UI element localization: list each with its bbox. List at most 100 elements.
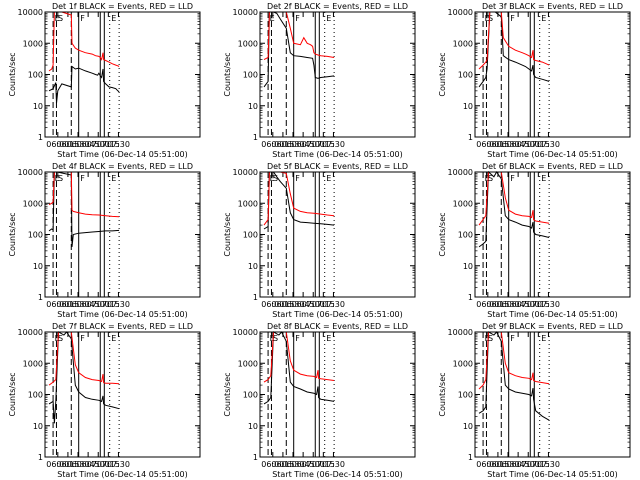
- x-tick-label: 07:30: [322, 140, 345, 149]
- y-axis-label: Counts/sec: [438, 372, 447, 416]
- y-tick-label: 1: [253, 453, 258, 462]
- x-tick-label: 06:15: [271, 140, 294, 149]
- event-marker-label: E: [326, 14, 331, 23]
- panel-title: Det 1f BLACK = Events, RED = LLD: [52, 2, 193, 11]
- y-tick-label: 1000: [453, 39, 473, 48]
- event-marker-label: E: [326, 334, 331, 343]
- x-tick-label: 06:15: [486, 300, 509, 309]
- panel-6: Det 6f BLACK = Events, RED = LLD 1 10 100 10…: [438, 162, 631, 319]
- y-tick-label: 100: [458, 231, 473, 240]
- panel-1: Det 1f BLACK = Events, RED = LLD 1 10 100 10…: [8, 2, 201, 159]
- x-tick-label: 06:15: [271, 460, 294, 469]
- plot-frame: [474, 171, 631, 298]
- y-tick-label: 1: [468, 453, 473, 462]
- panel-title: Det 3f BLACK = Events, RED = LLD: [482, 2, 623, 11]
- event-marker-label: E: [55, 14, 60, 23]
- event-marker-label: E: [326, 174, 331, 183]
- y-tick-label: 1000: [453, 199, 473, 208]
- x-tick-label: 07:00: [87, 300, 110, 309]
- x-tick-label: 06:30: [496, 460, 519, 469]
- event-marker-label: E: [111, 14, 116, 23]
- y-tick-label: 10000: [448, 8, 473, 17]
- x-axis-label: Start Time (06-Dec-14 05:51:00): [487, 470, 618, 479]
- series-events-line: [48, 65, 120, 104]
- plot-frame: [44, 171, 201, 298]
- x-tick-label: 07:15: [527, 300, 550, 309]
- x-tick-label: 06:00: [46, 140, 69, 149]
- series-lld-line: [48, 171, 120, 218]
- event-marker-label: S: [273, 174, 278, 183]
- event-marker-label: S: [273, 334, 278, 343]
- plot-frame: [44, 331, 201, 458]
- event-marker-label: E: [55, 174, 60, 183]
- y-tick-label: 1: [253, 133, 258, 142]
- event-marker-label: E: [270, 14, 275, 23]
- y-tick-label: 10: [33, 262, 43, 271]
- x-tick-label: 07:15: [312, 460, 335, 469]
- y-tick-label: 10000: [18, 168, 43, 177]
- event-marker-label: E: [541, 14, 546, 23]
- panel-title: Det 9f BLACK = Events, RED = LLD: [482, 322, 623, 331]
- x-tick-label: 06:45: [292, 140, 315, 149]
- event-marker-label: F: [510, 174, 515, 183]
- plot-frame: [474, 11, 631, 138]
- y-tick-label: 1000: [453, 359, 473, 368]
- y-tick-label: 10000: [18, 8, 43, 17]
- panel-8: Det 8f BLACK = Events, RED = LLD 1 10 100 10…: [223, 322, 416, 479]
- x-tick-label: 07:30: [107, 300, 130, 309]
- y-axis-label: Counts/sec: [8, 52, 17, 96]
- x-tick-label: 06:00: [476, 460, 499, 469]
- series-events-line: [263, 11, 335, 88]
- y-tick-label: 1: [38, 453, 43, 462]
- x-axis-label: Start Time (06-Dec-14 05:51:00): [57, 150, 188, 159]
- event-marker-label: E: [111, 174, 116, 183]
- x-tick-label: 06:00: [261, 140, 284, 149]
- x-tick-label: 06:30: [281, 300, 304, 309]
- event-marker-label: F: [80, 14, 85, 23]
- y-tick-label: 10000: [233, 328, 258, 337]
- event-marker-label: E: [541, 174, 546, 183]
- event-marker-label: S: [58, 334, 63, 343]
- event-marker-label: F: [80, 174, 85, 183]
- y-tick-label: 1000: [238, 359, 258, 368]
- event-marker-label: S: [58, 174, 63, 183]
- x-tick-label: 07:15: [312, 140, 335, 149]
- x-tick-label: 07:15: [97, 140, 120, 149]
- x-tick-label: 06:30: [496, 300, 519, 309]
- event-marker-label: F: [510, 14, 515, 23]
- x-tick-label: 07:00: [517, 140, 540, 149]
- panel-title: Det 8f BLACK = Events, RED = LLD: [267, 322, 408, 331]
- y-tick-label: 1000: [23, 199, 43, 208]
- y-axis-label: Counts/sec: [438, 212, 447, 256]
- x-tick-label: 06:30: [66, 300, 89, 309]
- y-tick-label: 100: [243, 391, 258, 400]
- x-tick-label: 07:15: [527, 460, 550, 469]
- panel-title: Det 2f BLACK = Events, RED = LLD: [267, 2, 408, 11]
- x-tick-label: 07:00: [302, 300, 325, 309]
- series-lld-line: [48, 331, 120, 386]
- y-axis-label: Counts/sec: [8, 212, 17, 256]
- x-tick-label: 07:00: [302, 460, 325, 469]
- x-tick-label: 06:30: [66, 460, 89, 469]
- x-tick-label: 06:45: [507, 460, 530, 469]
- event-marker-label: E: [111, 334, 116, 343]
- y-tick-label: 1: [253, 293, 258, 302]
- x-axis-label: Start Time (06-Dec-14 05:51:00): [487, 150, 618, 159]
- panel-title: Det 5f BLACK = Events, RED = LLD: [267, 162, 408, 171]
- y-tick-label: 1: [468, 133, 473, 142]
- y-tick-label: 100: [458, 71, 473, 80]
- y-tick-label: 10000: [448, 328, 473, 337]
- x-axis-label: Start Time (06-Dec-14 05:51:00): [57, 310, 188, 319]
- x-tick-label: 06:30: [66, 140, 89, 149]
- x-tick-label: 07:15: [312, 300, 335, 309]
- panel-2: Det 2f BLACK = Events, RED = LLD 1 10 100 10…: [223, 2, 416, 159]
- x-tick-label: 07:30: [537, 300, 560, 309]
- panel-title: Det 7f BLACK = Events, RED = LLD: [52, 322, 193, 331]
- panel-4: Det 4f BLACK = Events, RED = LLD 1 10 100 10…: [8, 162, 201, 319]
- y-tick-label: 100: [28, 71, 43, 80]
- y-axis-label: Counts/sec: [223, 372, 232, 416]
- event-marker-label: F: [295, 14, 300, 23]
- event-marker-label: F: [295, 174, 300, 183]
- y-tick-label: 10: [463, 102, 473, 111]
